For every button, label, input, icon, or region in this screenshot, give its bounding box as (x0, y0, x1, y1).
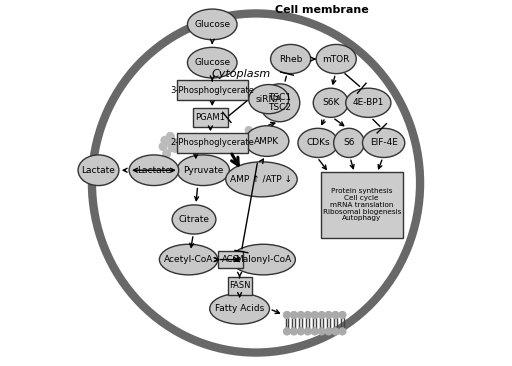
FancyBboxPatch shape (219, 251, 243, 268)
Circle shape (339, 328, 346, 335)
Ellipse shape (346, 88, 391, 117)
Ellipse shape (313, 88, 348, 117)
Ellipse shape (226, 162, 297, 197)
Text: Glucose: Glucose (194, 20, 230, 29)
Circle shape (332, 311, 339, 319)
Text: AMP ↑ /ATP ↓: AMP ↑ /ATP ↓ (230, 175, 292, 184)
Text: 3-Phosphoglycerate: 3-Phosphoglycerate (170, 86, 254, 94)
Ellipse shape (92, 14, 420, 352)
Text: AMPK: AMPK (254, 137, 280, 146)
Text: TSC1
TSC2: TSC1 TSC2 (268, 93, 291, 112)
Circle shape (245, 127, 252, 134)
Text: Lactate: Lactate (81, 166, 115, 175)
Circle shape (166, 132, 174, 140)
Ellipse shape (260, 84, 300, 122)
Ellipse shape (231, 244, 295, 275)
Text: Protein synthesis
Cell cycle
mRNA translation
Ribosomal biogenesis
Autophagy: Protein synthesis Cell cycle mRNA transl… (323, 188, 401, 221)
Circle shape (290, 328, 297, 335)
Text: S6K: S6K (322, 98, 339, 107)
Circle shape (304, 311, 311, 319)
Ellipse shape (362, 128, 405, 157)
Ellipse shape (78, 155, 119, 186)
Ellipse shape (270, 44, 311, 74)
Circle shape (311, 328, 318, 335)
Circle shape (171, 144, 179, 152)
Text: Cell membrane: Cell membrane (275, 5, 369, 15)
Text: CDKs: CDKs (306, 138, 330, 147)
Circle shape (318, 311, 325, 319)
Ellipse shape (210, 294, 269, 324)
Circle shape (297, 328, 305, 335)
Circle shape (250, 132, 258, 139)
Circle shape (325, 328, 332, 335)
Circle shape (311, 311, 318, 319)
Text: EIF-4E: EIF-4E (370, 138, 397, 147)
Circle shape (304, 328, 311, 335)
Circle shape (161, 136, 169, 144)
Ellipse shape (177, 155, 229, 186)
FancyBboxPatch shape (227, 277, 251, 295)
Text: mTOR: mTOR (323, 55, 350, 64)
Text: FASN: FASN (229, 281, 250, 290)
Text: Malonyl-CoA: Malonyl-CoA (235, 255, 291, 264)
Ellipse shape (187, 47, 237, 78)
Circle shape (172, 139, 180, 147)
Ellipse shape (172, 205, 216, 234)
Text: siRNA: siRNA (255, 95, 282, 104)
Ellipse shape (159, 244, 218, 275)
Circle shape (283, 328, 291, 335)
Text: Fatty Acids: Fatty Acids (215, 304, 264, 313)
Circle shape (339, 311, 346, 319)
Circle shape (248, 138, 255, 145)
Circle shape (243, 134, 250, 141)
Circle shape (165, 138, 173, 146)
Text: S6: S6 (343, 138, 355, 147)
FancyBboxPatch shape (321, 172, 403, 238)
FancyBboxPatch shape (177, 133, 248, 153)
Text: Acetyl-CoA: Acetyl-CoA (164, 255, 213, 264)
Ellipse shape (129, 155, 179, 186)
FancyBboxPatch shape (193, 108, 228, 127)
Circle shape (283, 311, 291, 319)
Ellipse shape (187, 9, 237, 40)
Text: Rheb: Rheb (279, 55, 302, 64)
Circle shape (325, 311, 332, 319)
Text: ACC: ACC (222, 255, 239, 264)
FancyBboxPatch shape (177, 80, 248, 100)
Text: PGAM1: PGAM1 (196, 113, 225, 122)
Circle shape (168, 143, 176, 152)
Circle shape (253, 136, 261, 143)
Circle shape (318, 328, 325, 335)
Text: Citrate: Citrate (179, 215, 209, 224)
Text: Cytoplasm: Cytoplasm (212, 68, 271, 79)
Circle shape (290, 311, 297, 319)
Circle shape (297, 311, 305, 319)
Circle shape (159, 142, 167, 150)
Ellipse shape (334, 128, 365, 157)
Ellipse shape (316, 44, 356, 74)
Text: Glucose: Glucose (194, 58, 230, 67)
Ellipse shape (298, 128, 338, 157)
Text: 2-Phosphoglycerate: 2-Phosphoglycerate (170, 138, 254, 147)
Circle shape (163, 150, 170, 158)
Circle shape (332, 328, 339, 335)
Text: Lactate: Lactate (137, 166, 171, 175)
Text: 4E-BP1: 4E-BP1 (353, 98, 384, 107)
Ellipse shape (249, 85, 289, 114)
Text: Pyruvate: Pyruvate (183, 166, 223, 175)
Ellipse shape (245, 126, 289, 156)
